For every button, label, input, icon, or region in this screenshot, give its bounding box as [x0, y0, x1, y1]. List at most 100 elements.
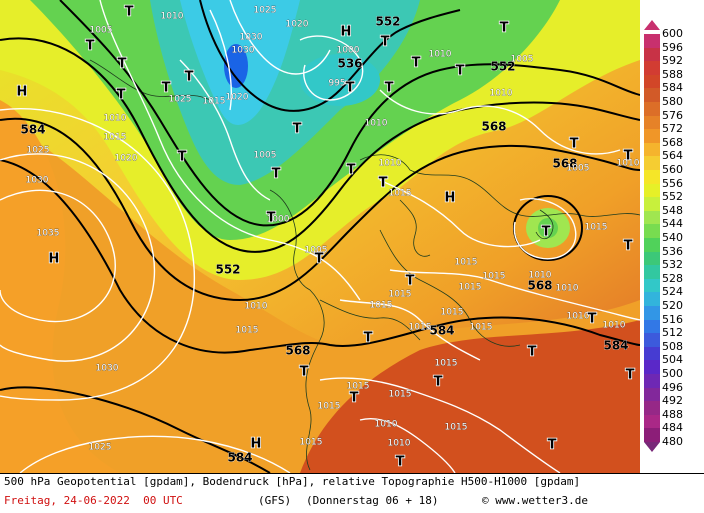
low-pressure-symbol: T: [500, 21, 509, 36]
isobar-label: 1000: [267, 215, 290, 225]
legend-swatch: [644, 360, 660, 375]
legend-value: 588: [662, 67, 683, 81]
geopotential-label: 584: [20, 123, 45, 137]
isobar-label: 1015: [347, 382, 370, 392]
low-pressure-symbol: T: [346, 81, 355, 96]
weather-map: 552 536 552 568 584 568 552 568 584 568 584 584 101…: [0, 0, 640, 473]
isobar-label: 1010: [375, 420, 398, 430]
legend-value: 600: [662, 27, 683, 40]
legend-swatch: [644, 47, 660, 62]
legend-swatch: [644, 374, 660, 389]
legend-swatch: [644, 251, 660, 266]
low-pressure-symbol: T: [118, 57, 127, 72]
color-legend: 600 596 592 588 584 580 576 572 568 564 560 556 552 5…: [640, 0, 704, 473]
isobar-label: 1015: [389, 189, 412, 199]
legend-swatch: [644, 142, 660, 157]
geopotential-label: 568: [481, 120, 506, 134]
isobar-label: 1015: [300, 438, 323, 448]
legend-swatch: [644, 210, 660, 225]
legend-value: 576: [662, 108, 683, 122]
legend-value: 572: [662, 122, 683, 136]
high-pressure-symbol: H: [17, 85, 28, 100]
isobar-label: 1015: [318, 402, 341, 412]
legend-arrow-up-icon: [644, 20, 660, 30]
low-pressure-symbol: T: [624, 149, 633, 164]
geopotential-label: 568: [552, 157, 577, 171]
legend-value: 548: [662, 203, 683, 217]
legend-value: 536: [662, 244, 683, 258]
low-pressure-symbol: T: [406, 274, 415, 289]
low-pressure-symbol: T: [434, 375, 443, 390]
legend-swatch: [644, 414, 660, 429]
isobar-label: 1010: [161, 12, 184, 22]
high-pressure-symbol: H: [341, 25, 352, 40]
geopotential-label: 552: [215, 263, 240, 277]
isobar-label: 1005: [567, 164, 590, 174]
legend-value: 480: [662, 435, 683, 448]
legend-swatch: [644, 306, 660, 321]
legend-value: 592: [662, 54, 683, 68]
low-pressure-symbol: T: [542, 225, 551, 240]
legend-swatch: [644, 88, 660, 103]
low-pressure-symbol: T: [396, 455, 405, 470]
low-pressure-symbol: T: [272, 167, 281, 182]
isobar-label: 1015: [104, 133, 127, 143]
isobar-label: 1015: [445, 423, 468, 433]
isobar-label: 1010: [429, 50, 452, 60]
geopotential-label: 584: [429, 324, 454, 338]
geopotential-label: 568: [285, 344, 310, 358]
geopotential-label: 584: [227, 451, 252, 465]
low-pressure-symbol: T: [350, 391, 359, 406]
isobar-label: 1010: [490, 89, 513, 99]
isobar-label: 1030: [240, 33, 263, 43]
field-green-cutoff-core: [538, 218, 558, 238]
legend-swatch: [644, 170, 660, 185]
geopotential-label: 568: [527, 279, 552, 293]
isobar-label: 1010: [388, 439, 411, 449]
low-pressure-symbol: T: [178, 150, 187, 165]
isobar-label: 1020: [115, 154, 138, 164]
legend-swatch: [644, 278, 660, 293]
legend-swatch: [644, 197, 660, 212]
legend-swatch: [644, 115, 660, 130]
isobar-label: 1025: [27, 146, 50, 156]
pressure-center-symbols: T T T T T T H T T T T T T T T H T T T T H T T T T H T T T T T T T T T T H T: [16, 4, 636, 471]
low-pressure-symbol: T: [117, 88, 126, 103]
low-pressure-symbol: T: [412, 56, 421, 71]
isobar-label: 1015: [483, 272, 506, 282]
isobar-label: 1010: [245, 302, 268, 312]
low-pressure-symbol: T: [315, 252, 324, 267]
legend-swatch: [644, 387, 660, 402]
legend-value: 520: [662, 299, 683, 312]
isobar-label: 1010: [365, 119, 388, 129]
isobar-label: 1010: [529, 271, 552, 281]
map-canvas: 552 536 552 568 584 568 552 568 584 568 584 584 101…: [0, 0, 640, 473]
legend-value: 552: [662, 190, 683, 204]
isobar-label: 1015: [459, 283, 482, 293]
legend-value: 568: [662, 135, 683, 149]
isobar-label: 1015: [389, 290, 412, 300]
isobar-label: 1005: [254, 151, 277, 161]
high-pressure-symbol: H: [251, 437, 262, 452]
high-pressure-symbol: H: [49, 252, 60, 267]
legend-value: 508: [662, 339, 683, 353]
isobar-label: 1020: [226, 93, 249, 103]
isobar-label: 1015: [409, 323, 432, 333]
legend-value: 488: [662, 407, 683, 421]
footer-description: 500 hPa Geopotential [gpdam], Bodendruck…: [4, 475, 581, 488]
low-pressure-symbol: T: [293, 122, 302, 137]
legend-value: 532: [662, 258, 683, 272]
geopotential-label: 552: [375, 15, 400, 29]
legend-swatch: [644, 129, 660, 144]
legend-arrow-down-icon: [644, 442, 660, 452]
isobar-label: 1010: [556, 284, 579, 294]
legend-value: 512: [662, 326, 683, 340]
legend-swatch: [644, 156, 660, 171]
legend-value: 528: [662, 271, 683, 285]
field-red: [300, 320, 640, 473]
legend-value: 484: [662, 421, 683, 435]
low-pressure-symbol: T: [379, 176, 388, 191]
low-pressure-symbol: T: [347, 163, 356, 178]
legend-value: 500: [662, 367, 683, 380]
legend-value: 492: [662, 394, 683, 408]
